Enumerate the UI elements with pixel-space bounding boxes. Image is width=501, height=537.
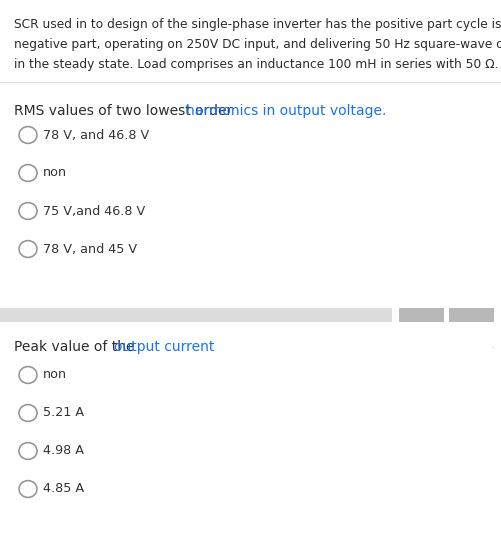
Ellipse shape — [19, 164, 37, 182]
Text: 4.98 A: 4.98 A — [43, 445, 84, 458]
Text: Peak value of the: Peak value of the — [14, 340, 139, 354]
Bar — [448, 308, 493, 322]
Ellipse shape — [19, 442, 37, 460]
Text: RMS values of two lowest order: RMS values of two lowest order — [14, 104, 236, 118]
Text: non: non — [43, 166, 67, 179]
Ellipse shape — [19, 202, 37, 220]
Ellipse shape — [19, 241, 37, 257]
Text: negative part, operating on 250V DC input, and delivering 50 Hz square-wave outp: negative part, operating on 250V DC inpu… — [14, 38, 501, 51]
Bar — [0, 308, 391, 322]
Text: 78 V, and 45 V: 78 V, and 45 V — [43, 243, 137, 256]
Text: in the steady state. Load comprises an inductance 100 mH in series with 50 Ω. Fi: in the steady state. Load comprises an i… — [14, 58, 501, 71]
Ellipse shape — [19, 404, 37, 422]
Text: .: . — [489, 340, 493, 350]
Text: output current: output current — [114, 340, 214, 354]
Text: 75 V,and 46.8 V: 75 V,and 46.8 V — [43, 205, 145, 217]
Text: 5.21 A: 5.21 A — [43, 407, 84, 419]
Text: 4.85 A: 4.85 A — [43, 483, 84, 496]
Ellipse shape — [19, 127, 37, 143]
Text: SCR used in to design of the single-phase inverter has the positive part cycle i: SCR used in to design of the single-phas… — [14, 18, 501, 31]
Text: 78 V, and 46.8 V: 78 V, and 46.8 V — [43, 128, 149, 142]
Text: harmonics in output voltage.: harmonics in output voltage. — [186, 104, 386, 118]
Ellipse shape — [19, 367, 37, 383]
Bar — [398, 308, 443, 322]
Ellipse shape — [19, 481, 37, 497]
Text: non: non — [43, 368, 67, 381]
